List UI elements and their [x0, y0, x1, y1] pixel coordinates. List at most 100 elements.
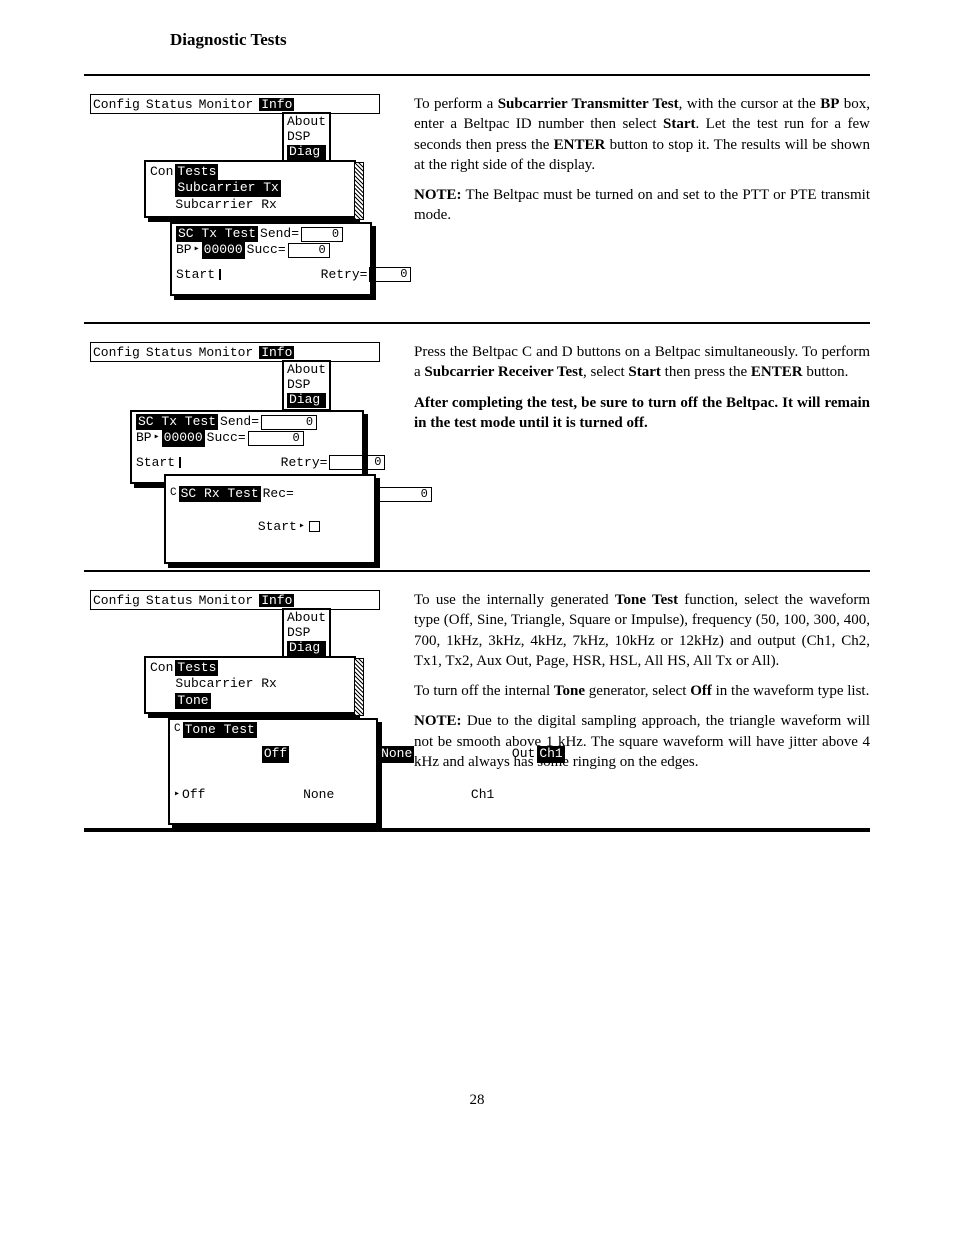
- tone-off: Off: [262, 746, 289, 762]
- para-2b: After completing the test, be sure to tu…: [414, 393, 870, 434]
- dropdown-about: About: [287, 363, 326, 378]
- tests-item-tx: Subcarrier Tx: [175, 180, 280, 196]
- dropdown-about: About: [287, 611, 326, 626]
- menu-config: Config: [93, 346, 140, 359]
- t-b: ENTER: [751, 364, 803, 380]
- menubar: Config Status Monitor Info: [90, 342, 380, 362]
- retry-value: 0: [369, 267, 411, 282]
- figure-3: Config Status Monitor Info About DSP Dia…: [90, 590, 380, 800]
- divider: [84, 570, 870, 572]
- note-label: NOTE:: [414, 187, 462, 203]
- bp-value: 00000: [162, 430, 205, 446]
- start-label: Start: [258, 519, 297, 535]
- succ-label: Succ=: [207, 430, 246, 446]
- menu-info: Info: [259, 594, 294, 607]
- t: in the waveform type list.: [712, 683, 869, 699]
- send-value: 0: [301, 227, 343, 242]
- panel-title: SC Tx Test: [136, 414, 218, 430]
- tone-test-panel: C Tone Test Off None Out Ch1 ▸Off None C…: [168, 718, 378, 825]
- start-label: Start: [176, 267, 215, 283]
- menu-status: Status: [146, 346, 193, 359]
- para-1b: NOTE: The Beltpac must be turned on and …: [414, 185, 870, 226]
- para-3b: To turn off the internal Tone generator,…: [414, 681, 870, 701]
- sc-tx-panel: SC Tx Test Send= 0 BP▸ 00000 Succ= 0 Sta…: [170, 222, 372, 296]
- t: generator, select: [585, 683, 690, 699]
- t-b: Off: [690, 683, 712, 699]
- tone-none: None: [379, 746, 414, 762]
- menu-status: Status: [146, 594, 193, 607]
- t: To turn off the internal: [414, 683, 554, 699]
- t-b: After completing the test, be sure to tu…: [414, 395, 870, 431]
- section-1: Config Status Monitor Info About DSP Dia…: [84, 94, 870, 302]
- bp-label: BP: [136, 430, 152, 446]
- tone-ch1-2: Ch1: [471, 787, 494, 803]
- section-2: Config Status Monitor Info About DSP Dia…: [84, 342, 870, 550]
- tests-item-rx: Subcarrier Rx: [175, 197, 276, 213]
- t: button.: [803, 364, 849, 380]
- tests-item-rx: Subcarrier Rx: [175, 676, 276, 692]
- panel-title: SC Rx Test: [179, 486, 261, 502]
- t-b: Start: [628, 364, 661, 380]
- rec-value: 0: [376, 487, 432, 502]
- tone-off-2: Off: [182, 787, 205, 803]
- menu-info: Info: [259, 98, 294, 111]
- retry-value: 0: [329, 455, 385, 470]
- retry-label: Retry=: [281, 455, 328, 471]
- bp-label: BP: [176, 242, 192, 258]
- para-2a: Press the Beltpac C and D buttons on a B…: [414, 342, 870, 383]
- panel-title: SC Tx Test: [176, 226, 258, 242]
- tone-none-2: None: [303, 787, 334, 803]
- succ-value: 0: [288, 243, 330, 258]
- t-b: Tone Test: [615, 592, 678, 608]
- t: To perform a: [414, 96, 498, 112]
- divider: [84, 322, 870, 324]
- t: , select: [583, 364, 628, 380]
- dropdown-dsp: DSP: [287, 130, 326, 145]
- info-dropdown: About DSP Diag: [282, 112, 331, 163]
- t-b: Subcarrier Transmitter Test: [498, 96, 679, 112]
- dropdown-diag: Diag: [287, 145, 326, 160]
- menubar: Config Status Monitor Info: [90, 94, 380, 114]
- info-dropdown: About DSP Diag: [282, 608, 331, 659]
- succ-label: Succ=: [247, 242, 286, 258]
- dropdown-dsp: DSP: [287, 378, 326, 393]
- panel-title: Tone Test: [183, 722, 257, 738]
- menu-config: Config: [93, 98, 140, 111]
- para-1a: To perform a Subcarrier Transmitter Test…: [414, 94, 870, 175]
- sc-rx-panel: C SC Rx Test Rec= 0 Start ▸: [164, 474, 376, 564]
- tone-out: Out: [512, 746, 535, 762]
- dropdown-diag: Diag: [287, 641, 326, 656]
- send-label: Send=: [260, 226, 299, 242]
- t-b: Tone: [554, 683, 585, 699]
- menubar: Config Status Monitor Info: [90, 590, 380, 610]
- tests-panel: ConTests Subcarrier Rx Tone: [144, 656, 356, 714]
- succ-value: 0: [248, 431, 304, 446]
- t-b: ENTER: [554, 137, 606, 153]
- tests-item-tone: Tone: [175, 693, 210, 709]
- t: then press the: [661, 364, 751, 380]
- menu-config: Config: [93, 594, 140, 607]
- section-heading: Diagnostic Tests: [170, 30, 870, 50]
- tests-label: Tests: [175, 164, 218, 180]
- menu-monitor: Monitor: [199, 346, 254, 359]
- bp-value: 00000: [202, 242, 245, 258]
- figure-2: Config Status Monitor Info About DSP Dia…: [90, 342, 380, 542]
- retry-label: Retry=: [321, 267, 368, 283]
- t-b: Subcarrier Receiver Test: [424, 364, 583, 380]
- sc-tx-panel: SC Tx Test Send= 0 BP▸ 00000 Succ= 0 Sta…: [130, 410, 364, 484]
- info-dropdown: About DSP Diag: [282, 360, 331, 411]
- page-number: 28: [84, 1092, 870, 1109]
- t-b: Start: [663, 116, 696, 132]
- tests-label: Tests: [175, 660, 218, 676]
- divider-wide: [84, 828, 870, 832]
- figure-1: Config Status Monitor Info About DSP Dia…: [90, 94, 380, 294]
- divider: [84, 74, 870, 76]
- rec-label: Rec=: [263, 486, 294, 502]
- para-3a: To use the internally generated Tone Tes…: [414, 590, 870, 671]
- t: To use the internally generated: [414, 592, 615, 608]
- send-label: Send=: [220, 414, 259, 430]
- dropdown-diag: Diag: [287, 393, 326, 408]
- start-label: Start: [136, 455, 175, 471]
- t: , with the cursor at the: [679, 96, 821, 112]
- t: The Beltpac must be turned on and set to…: [414, 187, 870, 223]
